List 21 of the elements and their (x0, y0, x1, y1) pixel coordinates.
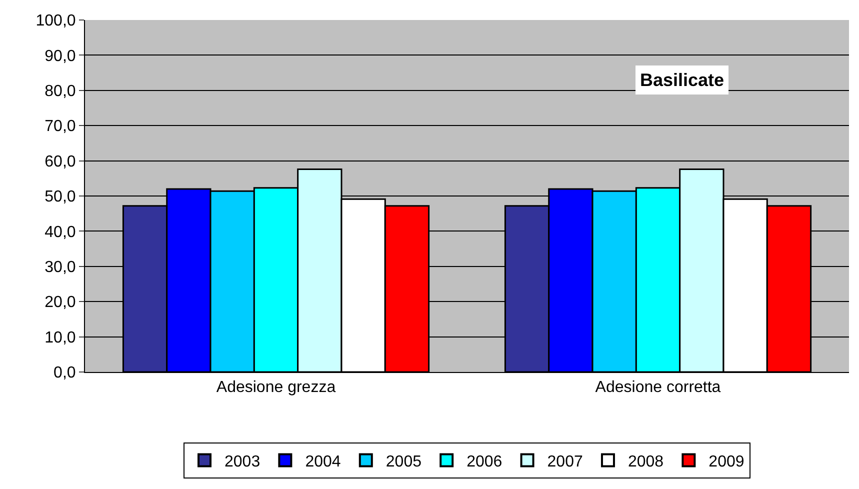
y-tick-label: 20,0 (44, 294, 76, 312)
y-tick-label: 60,0 (44, 153, 76, 170)
y-tick-label: 40,0 (44, 224, 76, 241)
legend-label: 2006 (466, 454, 502, 471)
y-tick-label: 50,0 (44, 188, 76, 206)
legend-label: 2009 (708, 454, 744, 471)
y-tick-label: 70,0 (44, 118, 76, 136)
y-tick-label: 0,0 (54, 364, 76, 382)
legend-label: 2008 (628, 454, 664, 471)
legend-label: 2004 (305, 454, 341, 471)
legend-label: 2005 (386, 454, 422, 471)
y-tick-label: 80,0 (44, 83, 76, 100)
x-tick-label: Adesione grezza (216, 379, 336, 396)
y-tick-label: 10,0 (44, 329, 76, 346)
annotation: Basilicate (640, 70, 724, 90)
y-tick-label: 30,0 (44, 259, 76, 276)
legend-label: 2003 (224, 454, 260, 471)
y-tick-label: 100,0 (36, 12, 76, 30)
x-tick-label: Adesione corretta (595, 379, 721, 396)
y-tick-label: 90,0 (44, 48, 76, 65)
legend-label: 2007 (547, 454, 583, 471)
